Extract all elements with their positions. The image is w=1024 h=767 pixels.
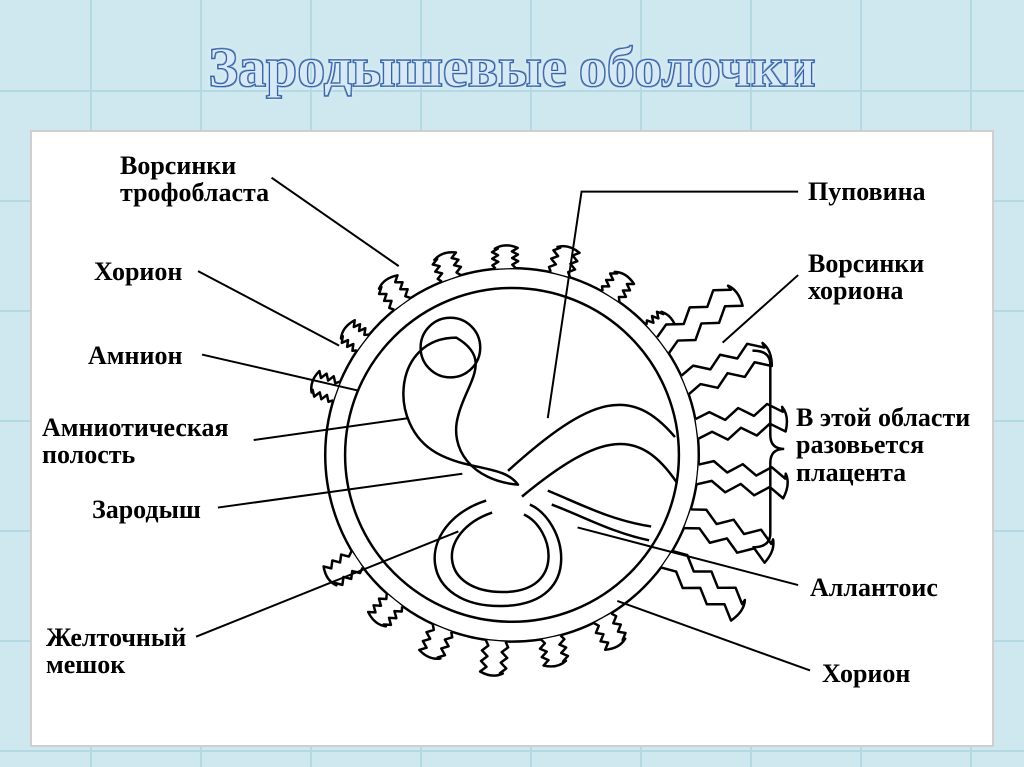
label-chorion_r: Хорион (822, 660, 910, 687)
label-allantois: Аллантоис (810, 574, 938, 601)
label-trophoblast_villi: Ворсинки трофобласта (120, 152, 269, 207)
label-amnion: Амнион (88, 342, 182, 369)
label-embryo: Зародыш (92, 496, 201, 523)
label-umbilical: Пуповина (808, 178, 926, 205)
diagram-panel: Ворсинки трофобласта Хорион Амнион Амниотич… (30, 130, 994, 747)
label-chorion_l: Хорион (94, 258, 182, 285)
label-yolk_sac: Желточный мешок (46, 624, 186, 679)
label-amniotic_cavity: Амниотическая полость (42, 414, 229, 469)
label-placenta_note: В этой области разовьется плацента (796, 404, 970, 486)
label-chorion_villi: Ворсинки хориона (808, 250, 924, 305)
page-title: Зародышевые оболочки (0, 36, 1024, 100)
